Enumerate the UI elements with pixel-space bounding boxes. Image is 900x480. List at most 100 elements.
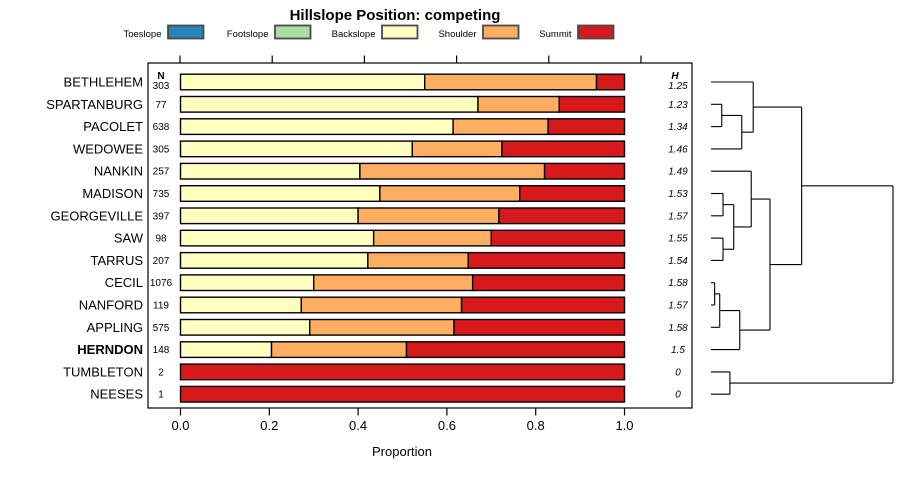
row-n-value: 575	[153, 323, 170, 334]
bar-segment-shoulder	[367, 251, 469, 269]
bar-segment-backslope	[179, 229, 375, 247]
bar-segment-summit	[467, 251, 626, 269]
row-n-value: 1076	[150, 278, 173, 289]
row-n-value: 2	[158, 367, 164, 378]
bar-segment-summit	[490, 229, 626, 247]
row-h-value: 1.34	[668, 122, 688, 133]
row-label: MADISON	[82, 186, 143, 201]
bar-segment-shoulder	[313, 274, 474, 292]
bar-segment-shoulder	[359, 162, 546, 180]
legend-swatch-shoulder	[482, 24, 520, 40]
row-n-value: 1	[158, 390, 164, 401]
row-label: NANKIN	[94, 164, 143, 179]
bar-segment-shoulder	[452, 118, 549, 136]
row-n-value: 148	[153, 345, 170, 356]
bar-segment-backslope	[179, 184, 381, 202]
row-h-value: 0	[675, 390, 681, 401]
bar-segment-backslope	[179, 318, 311, 336]
row-label: TARRUS	[91, 253, 144, 268]
row-h-value: 1.57	[668, 211, 688, 222]
legend-label-footslope: Footslope	[227, 29, 269, 40]
bar-segment-summit	[460, 296, 626, 314]
n-column-header: N	[157, 71, 164, 82]
row-n-value: 735	[153, 189, 170, 200]
legend-label-backslope: Backslope	[332, 29, 376, 40]
bar-segment-shoulder	[477, 95, 560, 113]
row-h-value: 1.53	[668, 189, 688, 200]
x-axis-tick-label: 0.4	[349, 418, 367, 433]
row-h-value: 1.46	[668, 144, 688, 155]
bar-segment-backslope	[179, 251, 369, 269]
legend-label-toeslope: Toeslope	[123, 29, 161, 40]
row-n-value: 98	[155, 234, 167, 245]
row-label: WEDOWEE	[73, 141, 143, 156]
bar-segment-summit	[179, 385, 626, 403]
row-label: SPARTANBURG	[46, 97, 143, 112]
row-h-value: 1.57	[668, 301, 688, 312]
bar-segment-summit	[498, 207, 626, 225]
bar-segment-backslope	[179, 118, 454, 136]
row-n-value: 397	[153, 211, 170, 222]
row-n-value: 257	[153, 167, 170, 178]
row-label: GEORGEVILLE	[51, 208, 144, 223]
bar-segment-shoulder	[424, 73, 598, 91]
row-label: CECIL	[105, 275, 143, 290]
bar-segment-summit	[547, 118, 626, 136]
plot-frame	[147, 62, 693, 409]
bar-segment-backslope	[179, 207, 359, 225]
row-h-value: 0	[675, 367, 681, 378]
bar-segment-shoulder	[379, 184, 521, 202]
row-n-value: 119	[153, 301, 169, 312]
row-label: HERNDON	[77, 342, 143, 357]
row-label: SAW	[114, 231, 144, 246]
bar-segment-backslope	[179, 95, 479, 113]
row-label: NEESES	[90, 387, 143, 402]
row-label: TUMBLETON	[63, 364, 143, 379]
bar-segment-summit	[179, 363, 626, 381]
legend-swatch-summit	[577, 24, 615, 40]
legend-swatch-toeslope	[167, 24, 205, 40]
h-column-header: H	[671, 71, 679, 82]
row-label: PACOLET	[83, 119, 143, 134]
row-h-value: 1.58	[668, 323, 688, 334]
row-h-value: 1.23	[668, 100, 688, 111]
bar-segment-shoulder	[411, 140, 503, 158]
bar-segment-summit	[595, 73, 626, 91]
x-axis-title: Proportion	[372, 444, 432, 459]
row-h-value: 1.5	[671, 345, 685, 356]
bar-segment-summit	[471, 274, 626, 292]
bar-segment-backslope	[179, 341, 273, 359]
bar-segment-backslope	[179, 140, 413, 158]
row-h-value: 1.55	[668, 234, 688, 245]
x-axis-tick-label: 0.8	[527, 418, 545, 433]
row-label: APPLING	[87, 320, 143, 335]
legend-label-shoulder: Shoulder	[438, 29, 476, 40]
x-axis-tick-label: 0.2	[260, 418, 278, 433]
dendrogram	[711, 81, 894, 395]
row-h-value: 1.25	[668, 81, 688, 92]
x-axis-tick-label: 0.6	[438, 418, 456, 433]
bar-segment-shoulder	[372, 229, 493, 247]
bar-segment-backslope	[179, 73, 426, 91]
bar-segment-shoulder	[270, 341, 408, 359]
legend-label-summit: Summit	[539, 29, 572, 40]
row-n-value: 638	[153, 122, 170, 133]
row-n-value: 207	[153, 256, 170, 267]
row-n-value: 305	[153, 144, 170, 155]
bar-segment-summit	[501, 140, 626, 158]
bar-segment-shoulder	[300, 296, 463, 314]
row-n-value: 77	[155, 100, 167, 111]
legend-swatch-backslope	[381, 24, 419, 40]
bar-segment-shoulder	[309, 318, 455, 336]
row-n-value: 303	[153, 81, 170, 92]
bar-segment-shoulder	[357, 207, 500, 225]
bar-segment-backslope	[179, 162, 361, 180]
bar-segment-summit	[543, 162, 626, 180]
x-axis-tick-label: 1.0	[615, 418, 633, 433]
bar-segment-summit	[558, 95, 626, 113]
row-label: NANFORD	[79, 298, 143, 313]
bar-segment-backslope	[179, 296, 302, 314]
bar-segment-summit	[405, 341, 626, 359]
